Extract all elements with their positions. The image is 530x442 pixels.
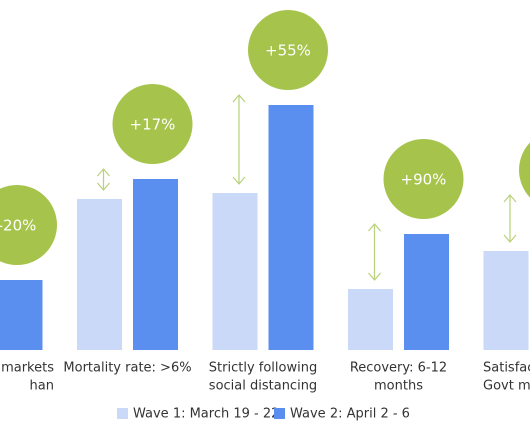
- bar: [268, 105, 314, 350]
- bar: [404, 234, 449, 350]
- legend-swatch: [117, 408, 128, 419]
- bar: [348, 289, 393, 350]
- x-tick-label: Govt m: [483, 379, 530, 394]
- change-circle: [0, 185, 57, 265]
- bar: [0, 280, 43, 350]
- change-label: +17%: [130, 116, 176, 134]
- change-circle: [519, 142, 530, 198]
- change-circle: [112, 84, 193, 164]
- change-circle: [248, 10, 328, 90]
- arrow-head: [232, 94, 246, 185]
- arrow-head: [503, 194, 517, 243]
- x-tick-label: markets: [1, 361, 54, 376]
- x-tick-label: Recovery: 6-12: [350, 361, 447, 376]
- change-label: +55%: [265, 42, 311, 60]
- bar: [212, 193, 258, 350]
- x-tick-label: han: [30, 379, 54, 394]
- arrow-head: [368, 223, 381, 281]
- change-circle: [383, 139, 464, 219]
- x-tick-label: Mortality rate: >6%: [63, 361, 191, 376]
- legend-label: Wave 2: April 2 - 6: [290, 407, 410, 422]
- legend-label: Wave 1: March 19 - 22: [133, 407, 279, 422]
- change-label: -20%: [0, 217, 36, 235]
- bar: [77, 199, 122, 350]
- legend-swatch: [274, 408, 285, 419]
- x-tick-label: months: [374, 379, 423, 394]
- change-label: +90%: [401, 171, 447, 189]
- x-tick-label: social distancing: [209, 379, 317, 394]
- arrow-head: [97, 168, 110, 191]
- bar: [483, 251, 529, 350]
- x-tick-label: Satisfac: [483, 361, 530, 376]
- x-tick-label: Strictly following: [209, 361, 317, 376]
- bar: [133, 179, 178, 350]
